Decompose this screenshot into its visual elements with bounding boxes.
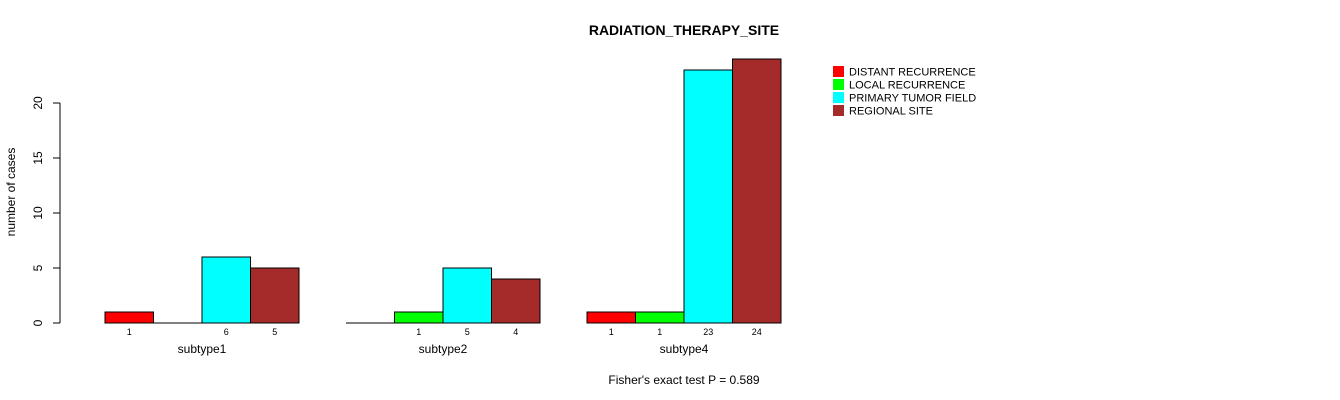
bar-value-label: 6 <box>224 327 229 337</box>
bar-group-subtype4: 1 1 23 24 subtype4 <box>586 58 782 356</box>
legend-label: PRIMARY TUMOR FIELD <box>849 93 976 105</box>
bar-value-label: 1 <box>416 327 421 337</box>
bar-value-label: 1 <box>657 327 662 337</box>
legend-swatch <box>833 92 844 103</box>
bar-value-label: 24 <box>752 327 762 337</box>
legend-swatch <box>833 105 844 116</box>
y-tick-label: 20 <box>31 96 45 110</box>
y-tick-label: 5 <box>31 264 45 271</box>
bar-group-subtype1: 1 6 5 subtype1 <box>104 256 300 356</box>
category-label: subtype2 <box>419 342 468 356</box>
bar <box>635 311 685 324</box>
bar <box>732 58 782 324</box>
bar <box>442 267 492 324</box>
y-axis: 0 5 10 15 20 <box>31 96 61 326</box>
legend-label: DISTANT RECURRENCE <box>849 67 976 79</box>
legend-item: PRIMARY TUMOR FIELD <box>833 92 976 105</box>
bar-value-label: 23 <box>703 327 713 337</box>
legend-label: LOCAL RECURRENCE <box>849 80 965 92</box>
footnote: Fisher's exact test P = 0.589 <box>608 373 759 387</box>
y-tick-label: 10 <box>31 206 45 220</box>
bar-value-label: 1 <box>609 327 614 337</box>
category-label: subtype4 <box>660 342 709 356</box>
bar-group-subtype2: 1 5 4 subtype2 <box>346 267 541 356</box>
bar-value-label: 4 <box>513 327 518 337</box>
y-tick-label: 15 <box>31 151 45 165</box>
bar <box>104 311 154 324</box>
bar <box>201 256 251 324</box>
legend-item: REGIONAL SITE <box>833 105 933 118</box>
bar <box>491 278 541 324</box>
legend-swatch <box>833 79 844 90</box>
bar <box>683 69 733 324</box>
chart-title: RADIATION_THERAPY_SITE <box>589 22 779 38</box>
bar <box>586 311 636 324</box>
bar-groups: 1 6 5 subtype1 1 5 4 subtype2 1 1 23 24 subtype4 <box>104 58 782 356</box>
y-tick-label: 0 <box>31 319 45 326</box>
bar-value-label: 5 <box>465 327 470 337</box>
bar-value-label: 5 <box>272 327 277 337</box>
bar <box>250 267 300 324</box>
legend-swatch <box>833 66 844 77</box>
legend-label: REGIONAL SITE <box>849 106 933 118</box>
category-label: subtype1 <box>178 342 227 356</box>
legend-item: LOCAL RECURRENCE <box>833 79 965 92</box>
bar <box>394 311 444 324</box>
y-axis-label: number of cases <box>4 148 18 237</box>
legend-item: DISTANT RECURRENCE <box>833 66 976 79</box>
bar-value-label: 1 <box>127 327 132 337</box>
